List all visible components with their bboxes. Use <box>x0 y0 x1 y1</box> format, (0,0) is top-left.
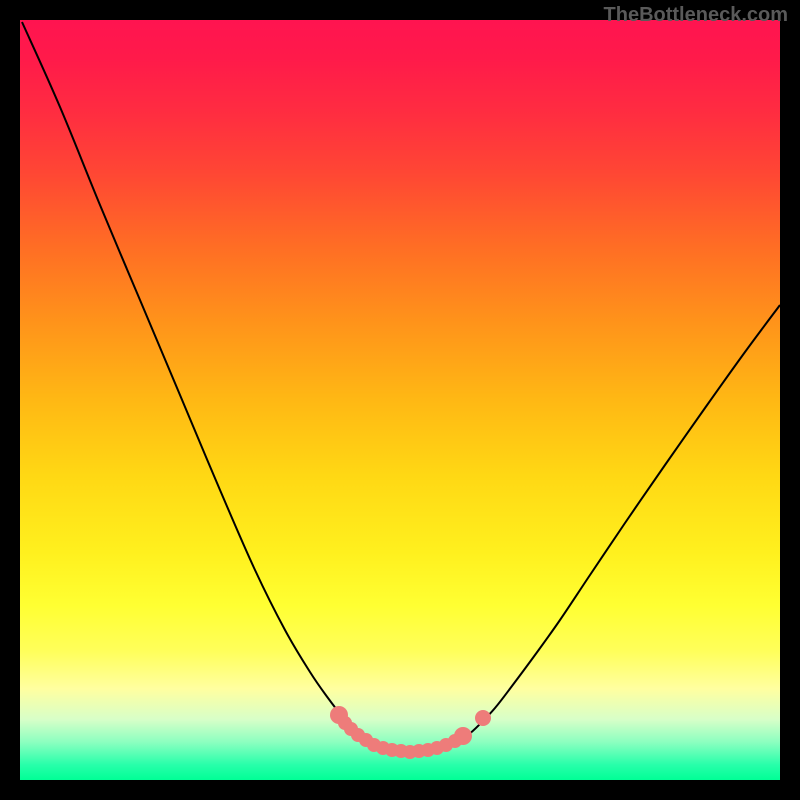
marker-point <box>475 710 491 726</box>
chart-container: TheBottleneck.com <box>0 0 800 800</box>
watermark-text: TheBottleneck.com <box>604 4 788 27</box>
marker-point <box>454 727 472 745</box>
plot-background <box>20 20 780 780</box>
bottleneck-chart <box>0 0 800 800</box>
